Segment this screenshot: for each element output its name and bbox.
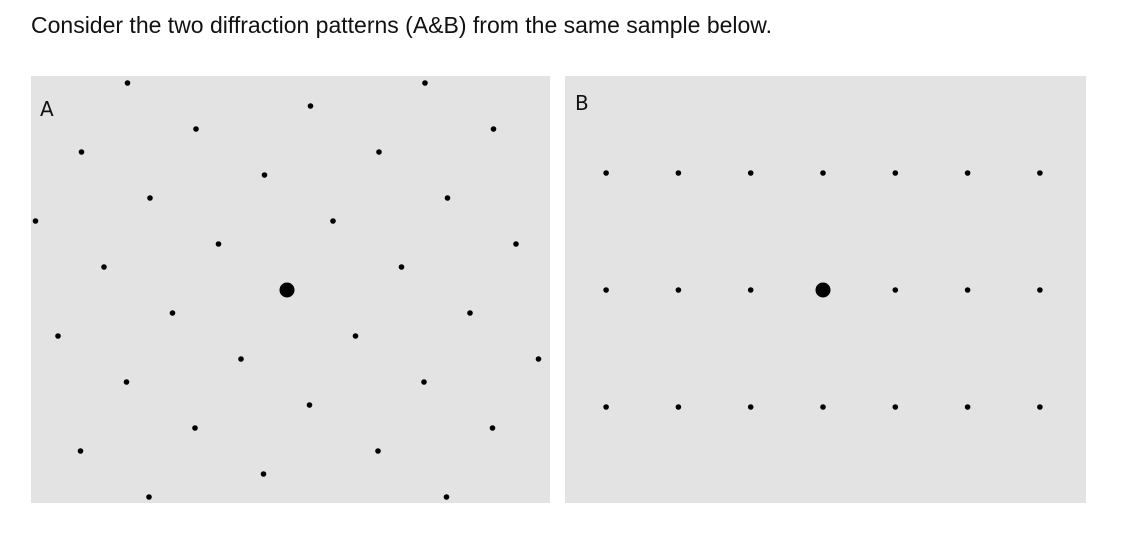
diffraction-spot [443,494,450,500]
diffraction-spot [192,425,198,431]
diffraction-spot [32,218,39,224]
diffraction-spot [169,310,176,316]
diffraction-spot [77,448,84,454]
diffraction-spot [964,170,971,176]
diffraction-spot [306,402,313,408]
pattern-b [603,170,1043,410]
diffraction-spot [675,170,682,176]
diffraction-spot [603,287,609,293]
diffraction-spot [376,149,382,155]
diffraction-spot [467,310,473,316]
diffraction-spot [215,241,222,247]
diffraction-spot [513,241,519,247]
diffraction-spot [490,126,497,132]
panel-label: A [40,97,54,121]
diffraction-spot [147,195,153,201]
diffraction-spot [815,282,831,298]
diffraction-spot [1037,170,1043,176]
diffraction-spot [398,264,405,270]
diffraction-spot [675,404,682,410]
diffraction-spot [892,170,899,176]
diffraction-spot [603,404,609,410]
diffraction-spot [1037,404,1043,410]
diffraction-spot [1037,287,1043,293]
diffraction-spot [261,172,268,178]
diffraction-spot [123,379,130,385]
diffraction-spot [892,404,899,410]
diffraction-spot [101,264,107,270]
diffraction-spot [820,170,826,176]
diffraction-spot [238,356,244,362]
diffraction-spot [421,379,427,385]
diffraction-spot [747,170,754,176]
diffraction-spot [444,195,451,201]
diffraction-spot [892,287,899,293]
diffraction-spot [489,425,496,431]
diffraction-spot [193,126,199,132]
diffraction-spot [260,471,267,477]
pattern-a [32,80,542,500]
diffraction-spot [352,333,359,339]
diffraction-spot [279,282,295,298]
diffraction-spot [675,287,682,293]
diffraction-spot [330,218,336,224]
diffraction-spot [124,80,131,86]
diffraction-spot [603,170,609,176]
diffraction-spot [964,404,971,410]
diffraction-spot [307,103,314,109]
diffraction-spot [146,494,152,500]
diffraction-spot [78,149,85,155]
panel-label: B [575,91,589,115]
diffraction-spot [375,448,381,454]
diffraction-spot [747,287,754,293]
question-text: Consider the two diffraction patterns (A… [31,12,773,38]
diffraction-spot [747,404,754,410]
diffraction-spot [535,356,542,362]
diffraction-spot [820,404,826,410]
diffraction-spot [55,333,61,339]
diffraction-spot [422,80,428,86]
diffraction-spot [964,287,971,293]
